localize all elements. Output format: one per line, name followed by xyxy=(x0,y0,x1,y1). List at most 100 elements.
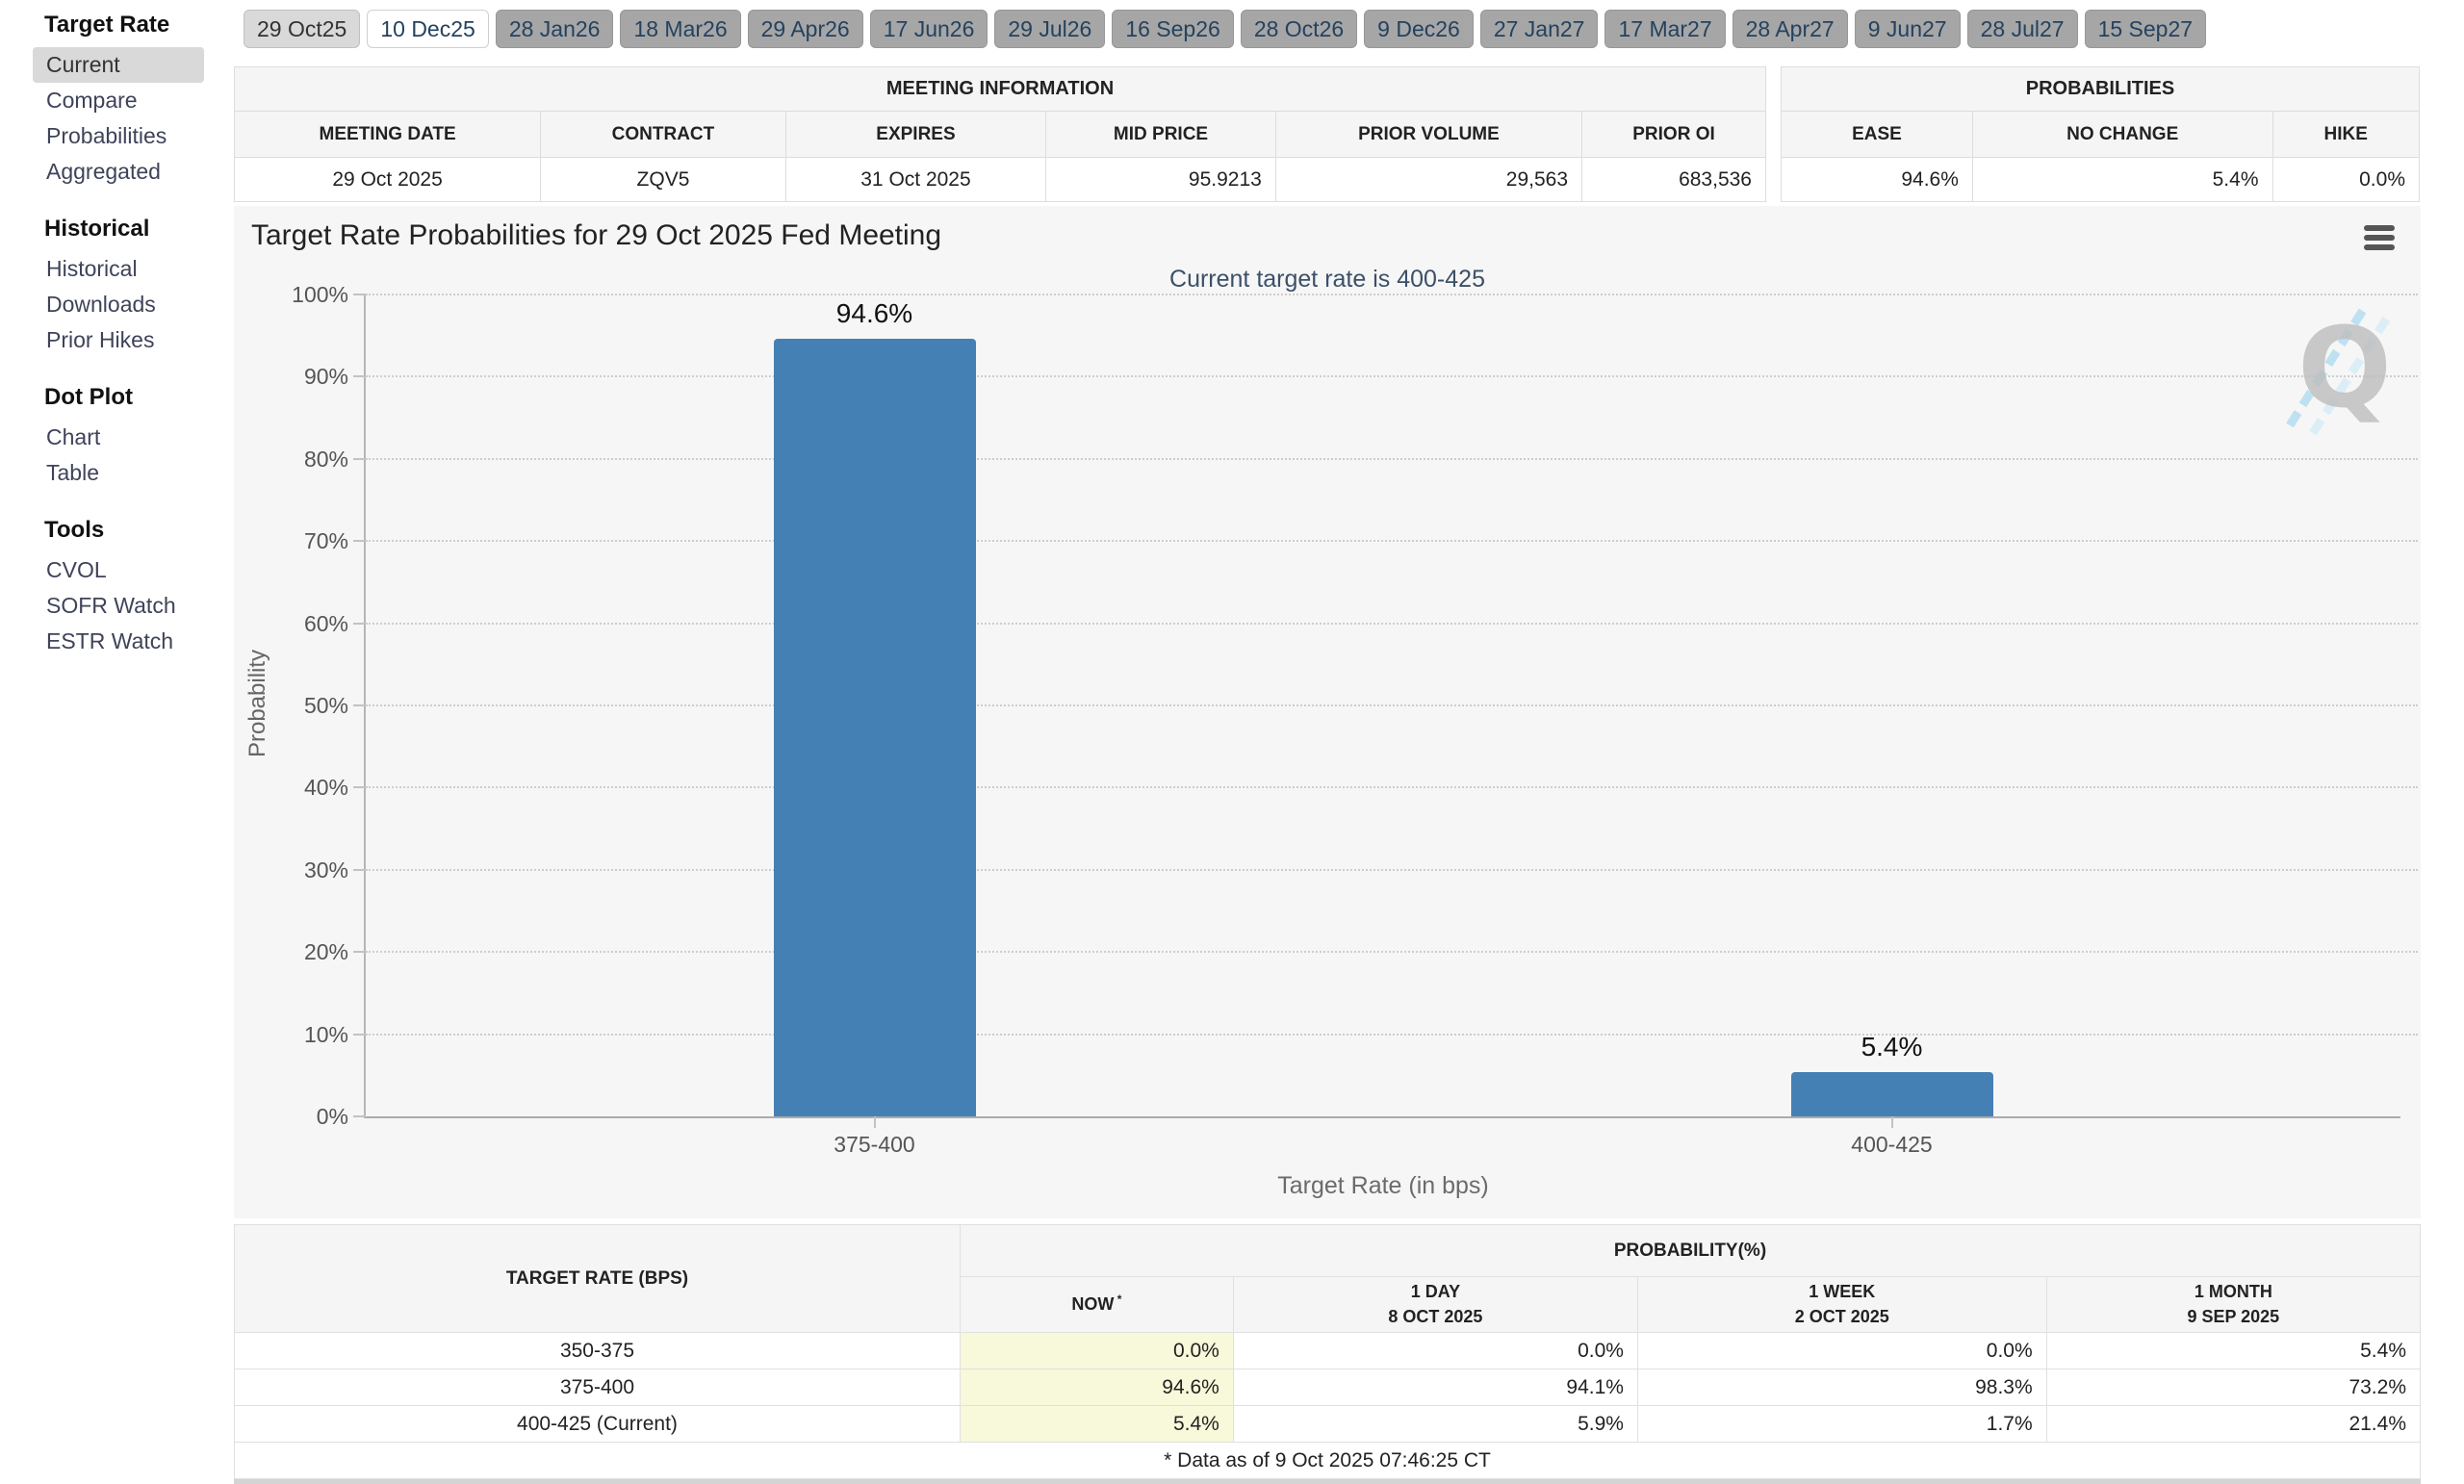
history-col-header-now: NOW * xyxy=(959,1276,1234,1333)
target-rate-bps-header: TARGET RATE (BPS) xyxy=(234,1224,961,1333)
meeting-tab-28-apr27[interactable]: 28 Apr27 xyxy=(1732,10,1848,48)
meeting-tab-28-oct26[interactable]: 28 Oct26 xyxy=(1240,10,1358,48)
sidebar-section-target-rate: Target Rate xyxy=(44,12,170,38)
meeting-tab-10-dec25[interactable]: 10 Dec25 xyxy=(367,10,489,48)
y-tick-90 xyxy=(353,375,366,378)
y-tick-30 xyxy=(353,868,366,871)
chart-subtitle: Current target rate is 400-425 xyxy=(1169,266,1485,293)
meeting-information-title: MEETING INFORMATION xyxy=(234,66,1766,112)
sidebar-section-historical: Historical xyxy=(44,216,150,242)
hamburger-bar xyxy=(2364,244,2395,250)
history-prob-cell: 0.0% xyxy=(959,1332,1234,1369)
hamburger-bar xyxy=(2364,225,2395,231)
probability-value-no-change: 5.4% xyxy=(1971,157,2273,202)
meeting-info-header-prior-oi: PRIOR OI xyxy=(1581,111,1766,158)
y-tick-20 xyxy=(353,951,366,954)
y-tick-label-70: 70% xyxy=(303,528,348,554)
history-col-header-1-day: 1 DAY 8 OCT 2025 xyxy=(1232,1276,1638,1333)
bar-value-label-375-400: 94.6% xyxy=(835,298,913,329)
sidebar-item-prior-hikes[interactable]: Prior Hikes xyxy=(46,327,155,352)
x-tick-375-400 xyxy=(873,1116,876,1128)
y-gridline-40 xyxy=(366,786,2418,789)
sidebar-item-downloads[interactable]: Downloads xyxy=(46,292,156,317)
y-tick-40 xyxy=(353,786,366,789)
probabilities-row: 94.6% 5.4% 0.0% xyxy=(1781,157,2420,202)
sidebar: Target Rate Current Compare Probabilities Ag… xyxy=(0,4,234,659)
y-tick-label-20: 20% xyxy=(303,939,348,965)
meeting-tab-29-apr26[interactable]: 29 Apr26 xyxy=(747,10,863,48)
meeting-date-tabbar: 29 Oct25 10 Dec25 28 Jan26 18 Mar26 29 Apr26… xyxy=(244,10,2207,48)
y-tick-label-10: 10% xyxy=(303,1021,348,1047)
meeting-info-header-meeting-date: MEETING DATE xyxy=(233,111,542,158)
history-rate-cell: 375-400 xyxy=(234,1369,961,1406)
meeting-info-header-prior-volume: PRIOR VOLUME xyxy=(1274,111,1583,158)
history-rate-cell: 350-375 xyxy=(234,1332,961,1369)
y-tick-60 xyxy=(353,622,366,625)
meeting-tab-29-jul26[interactable]: 29 Jul26 xyxy=(994,10,1106,48)
history-col-header-1-week: 1 WEEK 2 OCT 2025 xyxy=(1636,1276,2047,1333)
meeting-info-value-prior-oi: 683,536 xyxy=(1581,157,1766,202)
meeting-tab-17-jun26[interactable]: 17 Jun26 xyxy=(869,10,988,48)
probability-history-section: TARGET RATE (BPS) PROBABILITY(%) NOW * 1 … xyxy=(234,1224,2422,1484)
y-gridline-50 xyxy=(366,704,2418,706)
y-tick-label-80: 80% xyxy=(303,446,348,472)
y-gridline-20 xyxy=(366,951,2418,954)
x-tick-label-400-425: 400-425 xyxy=(1851,1132,1933,1157)
sidebar-item-probabilities[interactable]: Probabilities xyxy=(46,123,167,148)
probability-value-ease: 94.6% xyxy=(1781,157,1973,202)
y-tick-0 xyxy=(353,1115,366,1117)
history-prob-cell: 1.7% xyxy=(1636,1405,2047,1443)
history-prob-cell: 98.3% xyxy=(1636,1369,2047,1406)
meeting-info-value-mid-price: 95.9213 xyxy=(1045,157,1276,202)
y-gridline-100 xyxy=(366,294,2418,295)
sidebar-item-estr-watch[interactable]: ESTR Watch xyxy=(46,628,174,653)
y-tick-70 xyxy=(353,540,366,543)
chart-menu-icon[interactable] xyxy=(2364,221,2395,254)
probability-header-ease: EASE xyxy=(1781,111,1973,158)
history-row-350-375: 350-375 0.0% 0.0% 0.0% 5.4% xyxy=(234,1332,2422,1369)
meeting-tab-15-sep27[interactable]: 15 Sep27 xyxy=(2084,10,2207,48)
data-as-of-footnote: * Data as of 9 Oct 2025 07:46:25 CT xyxy=(234,1442,2421,1479)
history-prob-cell: 94.6% xyxy=(959,1369,1234,1406)
meeting-info-value-contract: ZQV5 xyxy=(540,157,786,202)
history-row-375-400: 375-400 94.6% 94.1% 98.3% 73.2% xyxy=(234,1369,2422,1406)
y-gridline-10 xyxy=(366,1033,2418,1036)
sidebar-item-compare[interactable]: Compare xyxy=(46,88,138,113)
bar-chart-plot: Probability Target Rate (in bps) 0% 10% 20… xyxy=(244,282,2418,1199)
top-summary-tables: MEETING INFORMATION MEETING DATE CONTRACT… xyxy=(233,66,2420,202)
y-tick-label-100: 100% xyxy=(292,282,348,307)
meeting-tab-17-mar27[interactable]: 17 Mar27 xyxy=(1604,10,1726,48)
meeting-tab-18-mar26[interactable]: 18 Mar26 xyxy=(620,10,741,48)
chart-title: Target Rate Probabilities for 29 Oct 202… xyxy=(251,219,942,251)
bar-375-400 xyxy=(773,339,976,1116)
meeting-tab-28-jul27[interactable]: 28 Jul27 xyxy=(1966,10,2078,48)
probability-value-hike: 0.0% xyxy=(2272,157,2420,202)
sidebar-item-historical[interactable]: Historical xyxy=(46,256,138,281)
sidebar-item-table[interactable]: Table xyxy=(46,460,99,485)
history-prob-cell: 5.4% xyxy=(959,1405,1234,1443)
meeting-tab-16-sep26[interactable]: 16 Sep26 xyxy=(1112,10,1234,48)
meeting-tab-9-jun27[interactable]: 9 Jun27 xyxy=(1854,10,1961,48)
y-tick-100 xyxy=(353,294,366,295)
y-gridline-60 xyxy=(366,622,2418,625)
y-gridline-30 xyxy=(366,868,2418,871)
meeting-tab-27-jan27[interactable]: 27 Jan27 xyxy=(1479,10,1599,48)
y-tick-label-40: 40% xyxy=(303,775,348,801)
chart-panel: Target Rate Probabilities for 29 Oct 202… xyxy=(234,206,2421,1218)
sidebar-item-aggregated[interactable]: Aggregated xyxy=(46,159,161,184)
sidebar-item-current[interactable]: Current xyxy=(33,47,204,83)
sidebar-section-tools: Tools xyxy=(44,517,105,543)
sidebar-item-cvol[interactable]: CVOL xyxy=(46,557,107,582)
sidebar-item-chart[interactable]: Chart xyxy=(46,424,101,449)
sidebar-item-sofr-watch[interactable]: SOFR Watch xyxy=(46,593,176,618)
history-rate-cell: 400-425 (Current) xyxy=(234,1405,961,1443)
history-prob-cell: 0.0% xyxy=(1636,1332,2047,1369)
meeting-tab-9-dec26[interactable]: 9 Dec26 xyxy=(1364,10,1474,48)
meeting-tab-28-jan26[interactable]: 28 Jan26 xyxy=(495,10,614,48)
probability-group-header: PROBABILITY(%) xyxy=(959,1224,2422,1277)
y-gridline-80 xyxy=(366,457,2418,460)
meeting-info-value-meeting-date: 29 Oct 2025 xyxy=(233,157,542,202)
meeting-tab-29-oct25[interactable]: 29 Oct25 xyxy=(244,10,361,48)
meeting-information-row: 29 Oct 2025 ZQV5 31 Oct 2025 95.9213 29,563 6… xyxy=(233,157,1766,202)
meeting-info-header-contract: CONTRACT xyxy=(540,111,786,158)
